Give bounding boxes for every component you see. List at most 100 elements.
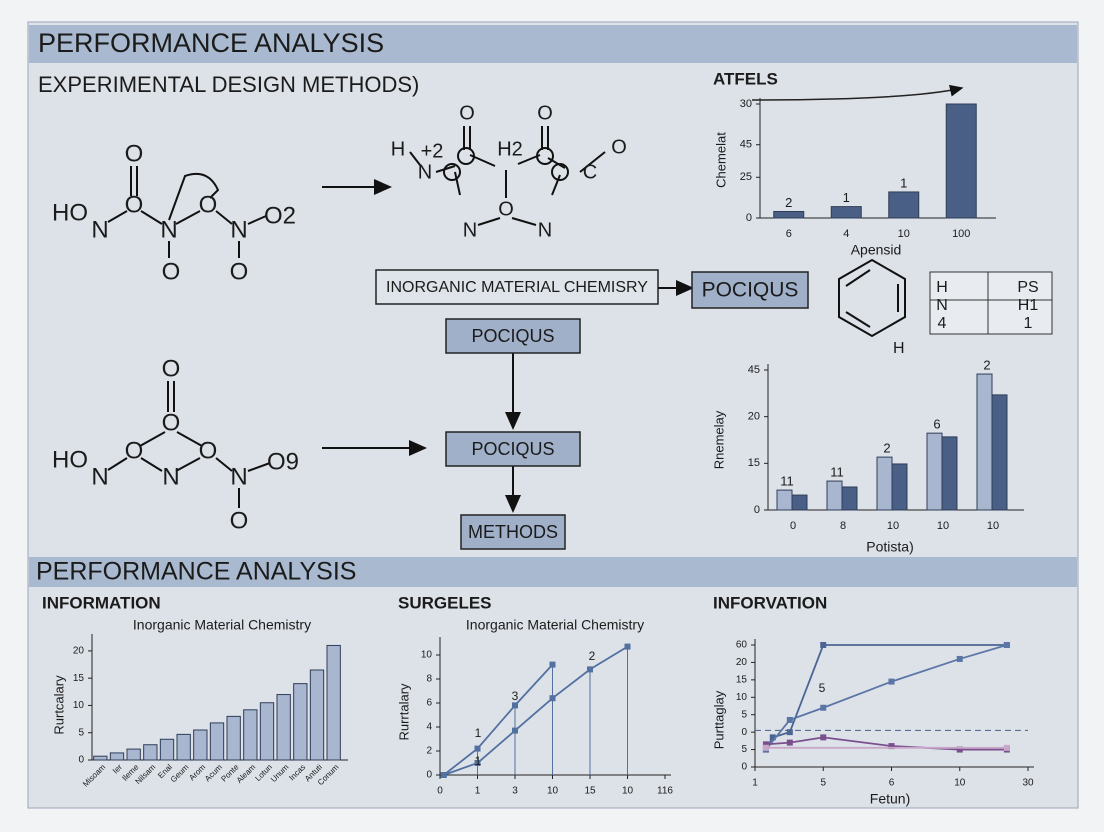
chart-title: ATFELS [713,69,778,88]
y-tick-label: 10 [421,650,433,661]
bar [126,748,141,761]
atom-node [551,163,569,181]
point [440,772,447,778]
atom-label: O [199,437,218,464]
y-tick-label: 45 [748,364,760,376]
y-tick-label: 20 [748,411,760,423]
point-annotation: 3 [512,689,519,703]
y-tick-label: 30 [740,98,752,110]
x-axis-label: Apensid [851,242,902,258]
series-line [443,663,554,776]
point [587,666,593,673]
chart-title: INFORVATION [713,593,827,612]
atom-label: N [463,219,477,241]
y-tick-label: 20 [736,657,748,668]
atom-label: O [498,198,514,220]
x-tick-label: 3 [512,786,518,797]
trend-curve [751,84,964,101]
y-tick-label: 10 [73,700,85,711]
y-axis-label: Purttaglay [711,690,726,749]
bar [259,702,275,761]
point [549,661,556,668]
y-tick-label: 5 [741,744,747,755]
point [512,727,518,734]
atom-label: N [230,216,247,243]
point-annotation: 1 [475,754,482,768]
chart-title: SURGELES [398,593,492,612]
bar-annotation: 2 [983,357,990,372]
y-axis-label: Rnemelay [711,410,726,469]
point [474,745,481,752]
x-tick-label: 10 [622,786,634,797]
flow-box-label: POCIQUS [471,326,554,346]
series-line [765,736,1007,751]
bar-annotation: 2 [785,195,792,210]
point [474,760,481,766]
header-subtitle: EXPERIMENTAL DESIGN METHODS) [38,72,419,97]
point [624,643,631,650]
benzene-ring [838,258,906,338]
point [820,734,827,741]
point [820,704,827,711]
x-tick-label: 116 [657,786,673,797]
x-tick-label: 4 [843,228,849,240]
bar [773,210,805,219]
bar-annotation: 6 [933,417,940,432]
point [820,642,827,648]
y-tick-label: 25 [740,171,752,183]
y-tick-label: 10 [736,692,748,703]
point-annotation: 5 [819,681,826,695]
bar [143,744,158,761]
atom-label: O9 [267,448,299,475]
x-tick-label: 10 [937,520,949,532]
bar [888,191,920,219]
y-tick-label: 8 [426,674,432,685]
bar-annotation: 11 [830,465,844,480]
bar [945,103,977,219]
point [769,734,776,741]
bar [109,752,125,761]
bar [776,489,793,511]
bar [243,709,258,761]
x-tick-label: 0 [790,520,796,532]
bar [326,644,341,761]
atom-label: O [230,507,249,534]
bar [176,733,191,761]
atom-node [457,147,475,165]
flow-box [375,269,659,305]
atom-label: N [162,463,179,490]
bar [941,436,958,511]
y-axis-label: Rurrtalary [396,683,411,741]
y-tick-label: 2 [426,746,432,757]
x-tick-label: 6 [889,778,895,789]
series-line [765,644,1008,751]
x-tick-label: 10 [887,520,899,532]
y-tick-label: 20 [73,646,85,657]
y-tick-label: 5 [78,727,84,738]
y-tick-label: 6 [426,698,432,709]
point [786,729,793,736]
atom-label: O [537,102,553,124]
y-tick-label: 15 [736,674,748,685]
point [1003,744,1010,751]
atom-label: O [611,136,627,158]
atom-label: H2 [497,138,523,160]
ring-label: H [893,340,905,357]
atom-label: N [230,463,247,490]
bar [159,738,175,761]
atom-label: O [162,409,181,436]
atom-label: O [125,140,144,167]
y-tick-label: 0 [78,755,84,766]
y-tick-label: 60 [736,640,748,651]
x-axis-label: Potista) [866,539,913,555]
y-tick-label: 0 [741,762,747,773]
y-tick-label: 45 [740,139,752,151]
flow-box-label: POCIQUS [702,279,799,302]
point [512,702,518,709]
point [888,678,895,685]
bar [976,373,993,511]
point [956,655,963,662]
bar [226,715,241,761]
x-tick-label: 10 [954,778,966,789]
